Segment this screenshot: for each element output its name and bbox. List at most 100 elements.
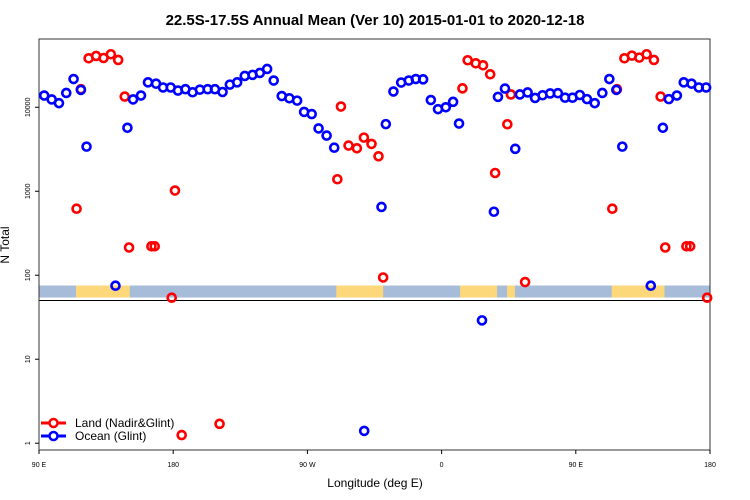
ocean-point (552, 87, 564, 99)
ocean-point (217, 86, 228, 98)
land-point (502, 118, 513, 130)
ocean-point (581, 93, 593, 105)
land-point (166, 292, 178, 304)
land-point (519, 276, 531, 288)
plot-frame (38, 38, 711, 451)
land-point (335, 101, 347, 112)
ocean-point (488, 206, 500, 218)
y-axis: 1 10 100 1000 10000 (25, 97, 39, 445)
land-segment (336, 285, 384, 298)
legend-marker-land (48, 417, 59, 429)
ocean-point (447, 96, 459, 108)
land-segment (460, 285, 498, 298)
ocean-point (440, 101, 452, 113)
land-point (176, 429, 187, 441)
x-tick-label: 90 E (32, 462, 47, 469)
x-tick-label: 90 W (299, 462, 316, 469)
legend-item-ocean: Ocean (Glint) (41, 429, 146, 443)
ocean-point (291, 95, 303, 106)
ocean-point (425, 94, 437, 106)
data-points (38, 48, 713, 441)
series-ocean (38, 63, 712, 437)
y-tick-label: 1000 (25, 183, 32, 199)
land-point (659, 242, 671, 253)
x-tick-label: 90 E (569, 462, 584, 469)
land-point (149, 241, 161, 252)
land-segment (75, 285, 130, 298)
ocean-point (53, 97, 65, 109)
x-tick-label: 0 (440, 462, 444, 469)
land-point (358, 132, 370, 143)
ocean-point (135, 90, 147, 101)
land-point (477, 60, 489, 71)
ocean-point (321, 130, 332, 141)
ocean-point (589, 97, 601, 109)
land-point (123, 242, 135, 253)
y-axis-label: N Total (0, 226, 12, 263)
x-axis: 90 E 180 90 W 0 90 E 180 (32, 450, 716, 469)
y-tick-label: 10000 (25, 97, 32, 117)
land-point (343, 140, 354, 151)
land-point (457, 83, 468, 94)
ocean-point (492, 91, 504, 103)
ocean-point (645, 280, 657, 292)
ocean-point (453, 118, 465, 129)
land-point (701, 292, 713, 304)
ocean-point (700, 82, 712, 93)
ocean-point (81, 141, 92, 152)
ocean-point (313, 123, 324, 134)
land-point (105, 48, 117, 60)
ocean-point (268, 75, 280, 86)
land-point (169, 185, 181, 196)
series-land (71, 48, 713, 441)
land-segment (611, 285, 665, 298)
land-point (489, 167, 501, 179)
chart-title: 22.5S-17.5S Annual Mean (Ver 10) 2015-01… (166, 12, 585, 29)
ocean-point (657, 122, 669, 134)
land-point (641, 48, 652, 60)
land-point (607, 203, 618, 214)
land-point (112, 54, 124, 66)
y-tick-label: 100 (25, 269, 32, 281)
ocean-point (122, 122, 133, 134)
land-point (377, 272, 389, 283)
land-point (71, 203, 82, 214)
land-point (484, 68, 496, 80)
y-tick-label: 1 (25, 441, 32, 445)
x-axis-label: Longitude (deg E) (327, 476, 422, 490)
ocean-point (476, 315, 488, 326)
ocean-point (127, 94, 139, 105)
ocean-point (388, 86, 399, 97)
y-tick-label: 10 (25, 355, 32, 363)
ocean-point (509, 143, 521, 155)
legend-label-ocean: Ocean (Glint) (75, 429, 146, 443)
ocean-point (380, 118, 392, 130)
land-point (648, 54, 660, 66)
ocean-point (604, 73, 615, 85)
ocean-point (417, 74, 429, 85)
legend-marker-ocean (48, 430, 59, 442)
x-tick-label: 180 (704, 462, 716, 469)
land-point (214, 418, 225, 430)
ocean-point (522, 87, 533, 98)
land-point (681, 241, 692, 252)
ocean-point (60, 87, 72, 99)
land-point (373, 150, 384, 162)
land-point (366, 138, 377, 150)
ocean-point (617, 141, 628, 152)
ocean-point (75, 84, 87, 96)
land-point (119, 91, 131, 102)
ocean-point (663, 93, 675, 105)
ocean-point (671, 90, 683, 101)
ocean-point (611, 84, 622, 96)
land-point (332, 173, 343, 185)
land-point (655, 91, 666, 102)
ocean-point (499, 83, 511, 94)
ocean-point (142, 77, 154, 88)
ocean-point (328, 142, 340, 154)
land-ocean-strip (39, 285, 710, 298)
legend-label-land: Land (Nadir&Glint) (75, 416, 174, 430)
ocean-point (306, 108, 318, 120)
legend-item-land: Land (Nadir&Glint) (41, 416, 174, 430)
